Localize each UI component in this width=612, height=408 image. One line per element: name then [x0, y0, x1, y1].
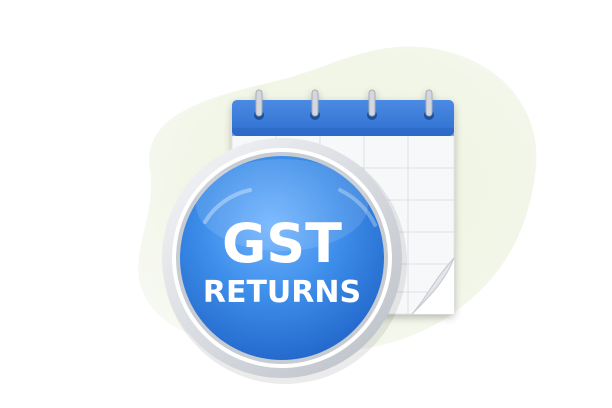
badge-line-returns: RETURNS [203, 275, 361, 310]
gst-returns-badge: GST RETURNS [162, 138, 407, 384]
badge-disc [180, 156, 384, 360]
calendar-header [232, 100, 454, 136]
calendar-rings [254, 89, 434, 120]
page-curl [412, 258, 454, 314]
badge-line-gst: GST [222, 212, 342, 275]
